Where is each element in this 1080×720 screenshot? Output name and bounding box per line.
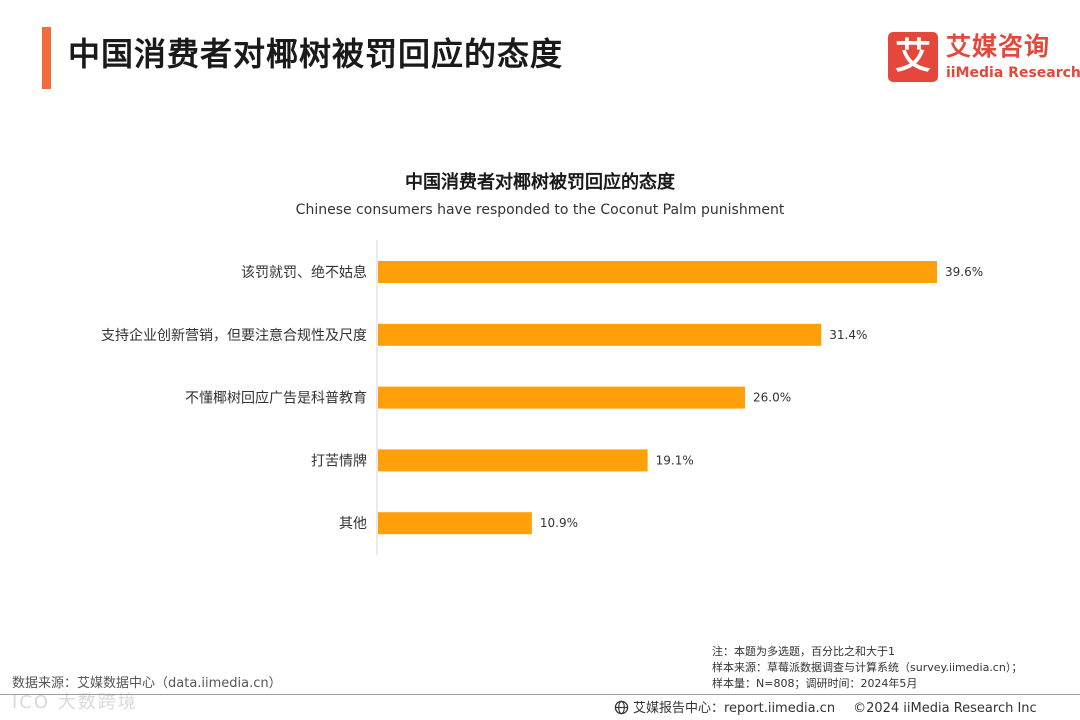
chart-subtitle: Chinese consumers have responded to the … — [295, 202, 785, 218]
bar — [378, 386, 746, 409]
data-source: 数据来源：艾媒数据中心（data.iimedia.cn） — [12, 676, 282, 691]
category-label: 其他 — [339, 516, 367, 532]
watermark: ICO 大数跨境 — [12, 692, 138, 713]
globe-icon — [614, 700, 629, 715]
bar — [378, 323, 822, 346]
footer: 艾媒报告中心：report.iimedia.cn ©2024 iiMedia Re… — [614, 697, 1037, 716]
brand-logo[interactable]: 艾 艾媒咨询 iiMedia Research — [888, 32, 1080, 84]
chart-title: 中国消费者对椰树被罚回应的态度 — [405, 172, 675, 193]
note-multiselect: 注：本题为多选题，百分比之和大于1 — [712, 645, 895, 658]
bar-value-label: 26.0% — [753, 391, 791, 405]
category-label: 不懂椰树回应广告是科普教育 — [185, 390, 367, 407]
bar-value-label: 31.4% — [829, 328, 867, 342]
bar — [378, 512, 532, 535]
bar-value-label: 39.6% — [945, 265, 983, 279]
category-label: 打苦情牌 — [311, 452, 367, 469]
category-label: 支持企业创新营销，但要注意合规性及尺度 — [101, 327, 367, 344]
footer-divider — [0, 694, 1080, 695]
note-sample-size: 样本量：N=808；调研时间：2024年5月 — [712, 677, 918, 690]
bar — [378, 261, 937, 283]
bar-value-label: 10.9% — [540, 516, 578, 530]
footer-report-link[interactable]: 艾媒报告中心：report.iimedia.cn — [633, 701, 836, 716]
page-title: 中国消费者对椰树被罚回应的态度 — [68, 35, 564, 73]
logo-mark-icon: 艾 — [888, 32, 938, 82]
bar-value-label: 19.1% — [656, 453, 694, 467]
footer-copyright: ©2024 iiMedia Research Inc — [853, 701, 1037, 716]
chart-note: 注：本题为多选题，百分比之和大于1 样本来源：草莓派数据调查与计算系统（surv… — [712, 644, 1022, 692]
logo-name-en: iiMedia Research — [946, 65, 1080, 81]
title-accent-bar — [42, 27, 51, 89]
logo-name-cn: 艾媒咨询 — [946, 32, 1051, 61]
bar — [378, 449, 648, 472]
note-sample-source: 样本来源：草莓派数据调查与计算系统（survey.iimedia.cn）； — [712, 661, 1023, 674]
category-label: 该罚就罚、绝不姑息 — [241, 264, 367, 281]
